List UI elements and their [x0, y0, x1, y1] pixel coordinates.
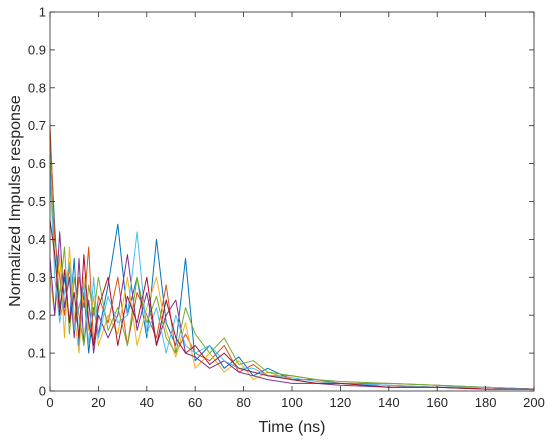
series-line-2 [49, 125, 535, 390]
y-tick-label: 0.8 [28, 80, 46, 95]
y-tick-label: 0.3 [28, 270, 46, 285]
x-tick-label: 100 [281, 395, 303, 410]
axes-layer: 0 20 40 60 80 100 120 140 160 180 200 0 0.1 0.2 0.3 0.4… [28, 5, 545, 411]
plot-area-frame [49, 11, 535, 392]
y-tick-label: 0.1 [28, 346, 46, 361]
x-tick-label: 180 [475, 395, 497, 410]
x-tick-label: 200 [523, 395, 545, 410]
x-tick-label: 60 [188, 395, 202, 410]
series-line-7 [49, 220, 534, 390]
series-line-6 [49, 171, 535, 390]
y-tick-label: 0.6 [28, 156, 46, 171]
series-line-5 [49, 155, 535, 390]
y-tick-label: 0.2 [28, 308, 46, 323]
y-axis-label: Normalized Impulse response [7, 95, 24, 307]
y-tick-label: 0 [39, 384, 46, 399]
y-tick-label: 0.7 [28, 118, 46, 133]
series-layer [49, 125, 535, 390]
x-tick-label: 160 [426, 395, 448, 410]
x-tick-label: 140 [378, 395, 400, 410]
y-tick-label: 0.4 [28, 232, 46, 247]
x-tick-label: 120 [330, 395, 352, 410]
x-tick-label: 80 [236, 395, 250, 410]
x-tick-label: 20 [91, 395, 105, 410]
x-tick-label: 0 [46, 395, 53, 410]
y-tick-label: 0.9 [28, 42, 46, 57]
series-line-1 [49, 133, 535, 390]
y-tick-label: 1 [39, 5, 46, 20]
y-tick-label: 0.5 [28, 194, 46, 209]
x-tick-label: 40 [140, 395, 154, 410]
x-axis-label: Time (ns) [259, 419, 326, 436]
